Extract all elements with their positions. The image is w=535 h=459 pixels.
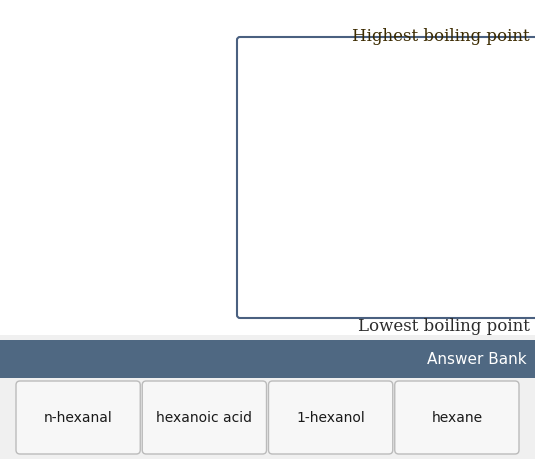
FancyBboxPatch shape [269,381,393,454]
Bar [0,335,535,459]
FancyBboxPatch shape [237,37,535,318]
FancyBboxPatch shape [395,381,519,454]
Text: 1-hexanol: 1-hexanol [296,410,365,425]
Text: hexane: hexane [431,410,483,425]
Text: n-hexanal: n-hexanal [44,410,112,425]
Text: Answer Bank: Answer Bank [427,352,527,366]
Text: hexanoic acid: hexanoic acid [156,410,253,425]
FancyBboxPatch shape [16,381,140,454]
Bar [0,340,535,378]
FancyBboxPatch shape [142,381,266,454]
Text: Highest boiling point: Highest boiling point [353,28,530,45]
Text: Lowest boiling point: Lowest boiling point [358,318,530,335]
